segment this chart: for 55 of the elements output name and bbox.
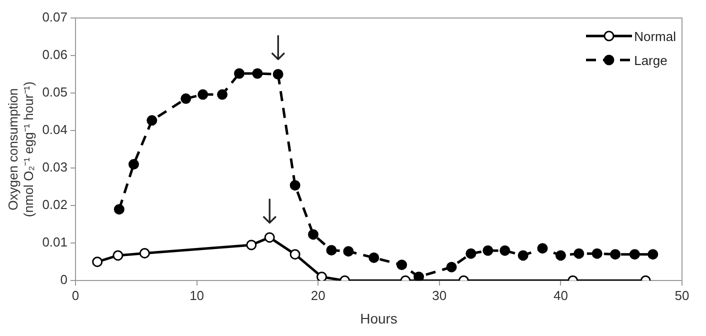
- point: [555, 250, 566, 261]
- point: [264, 232, 275, 243]
- y-tick-label: 0.01: [42, 234, 68, 250]
- point: [198, 89, 208, 100]
- x-axis-title: Hours: [360, 310, 398, 326]
- point: [396, 260, 408, 270]
- point: [316, 272, 327, 281]
- point: [92, 256, 103, 268]
- point: [482, 245, 494, 256]
- y-tick-label: 0.05: [42, 84, 68, 100]
- x-tick-label: 50: [674, 288, 690, 303]
- y-tick-label: 0.02: [42, 197, 68, 212]
- y-tick-label: 0.07: [42, 10, 68, 25]
- point: [146, 115, 158, 126]
- point: [446, 262, 457, 272]
- x-tick-label: 20: [310, 288, 326, 303]
- point: [308, 229, 318, 240]
- point: [466, 248, 476, 259]
- x-tick-label: 30: [432, 288, 447, 303]
- point: [610, 249, 621, 260]
- legend-label: Large: [634, 52, 668, 68]
- point: [343, 246, 354, 257]
- y-tick-label: 0.06: [42, 47, 68, 62]
- point: [537, 243, 548, 254]
- point: [414, 272, 424, 281]
- point: [629, 249, 640, 260]
- point: [246, 240, 257, 250]
- point: [326, 244, 337, 256]
- point: [252, 68, 263, 79]
- point: [592, 248, 602, 259]
- x-tick-label: 40: [553, 288, 568, 303]
- point: [112, 250, 124, 261]
- point: [648, 249, 658, 260]
- y-tick-label: 0: [60, 272, 68, 288]
- point: [290, 249, 300, 260]
- x-tick-label: 10: [190, 288, 204, 303]
- point: [114, 204, 124, 215]
- annotation: ↓: [264, 29, 292, 70]
- point: [272, 69, 284, 80]
- annotation: ↓: [255, 192, 284, 232]
- point: [128, 159, 139, 170]
- point: [139, 248, 150, 258]
- x-tick-label: 0: [72, 288, 80, 303]
- point: [217, 89, 228, 100]
- y-tick-label: 0.04: [42, 122, 68, 138]
- point: [368, 252, 380, 263]
- point: [500, 245, 510, 256]
- y-tick-label: 0.03: [42, 160, 68, 175]
- point: [574, 248, 584, 259]
- point: [234, 68, 245, 79]
- point: [180, 93, 192, 104]
- point: [518, 250, 528, 261]
- point: [290, 180, 300, 191]
- y-axis-title: Oxygen consumption (nmol O₂⁻¹ egg⁻¹ hour⁻¹): [5, 82, 36, 218]
- legend-label: Normal: [634, 28, 676, 44]
